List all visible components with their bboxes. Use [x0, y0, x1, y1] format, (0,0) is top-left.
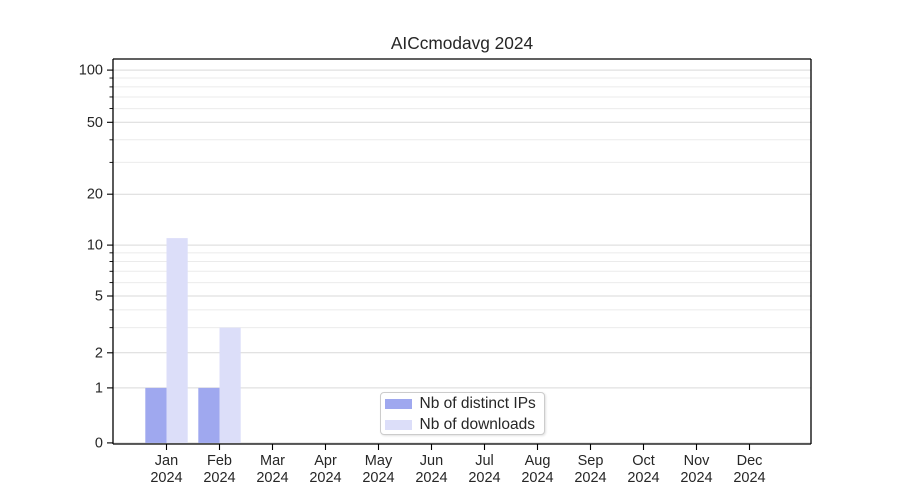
svg-text:Feb: Feb	[207, 453, 232, 469]
svg-text:20: 20	[87, 187, 103, 203]
svg-text:Mar: Mar	[260, 453, 285, 469]
svg-text:2: 2	[95, 345, 103, 361]
svg-text:2024: 2024	[150, 470, 182, 486]
svg-text:2024: 2024	[415, 470, 447, 486]
svg-text:2024: 2024	[468, 470, 500, 486]
svg-text:Dec: Dec	[737, 453, 763, 469]
svg-text:May: May	[365, 453, 393, 469]
svg-text:2024: 2024	[627, 470, 659, 486]
svg-text:2024: 2024	[680, 470, 712, 486]
svg-text:5: 5	[95, 289, 103, 305]
svg-text:50: 50	[87, 115, 103, 131]
svg-text:100: 100	[79, 63, 103, 79]
svg-text:2024: 2024	[309, 470, 341, 486]
svg-text:1: 1	[95, 380, 103, 396]
svg-text:Sep: Sep	[578, 453, 604, 469]
svg-text:Nov: Nov	[684, 453, 711, 469]
svg-text:Aug: Aug	[525, 453, 551, 469]
svg-text:2024: 2024	[362, 470, 394, 486]
svg-text:2024: 2024	[521, 470, 553, 486]
svg-text:2024: 2024	[733, 470, 765, 486]
svg-text:2024: 2024	[256, 470, 288, 486]
svg-text:AICcmodavg 2024: AICcmodavg 2024	[391, 33, 534, 53]
svg-text:10: 10	[87, 238, 103, 254]
svg-text:Jan: Jan	[155, 453, 178, 469]
svg-text:Jun: Jun	[420, 453, 443, 469]
svg-text:Jul: Jul	[475, 453, 494, 469]
svg-text:Oct: Oct	[632, 453, 655, 469]
svg-text:Apr: Apr	[314, 453, 337, 469]
svg-text:2024: 2024	[574, 470, 606, 486]
svg-text:2024: 2024	[203, 470, 235, 486]
svg-text:0: 0	[95, 435, 103, 451]
